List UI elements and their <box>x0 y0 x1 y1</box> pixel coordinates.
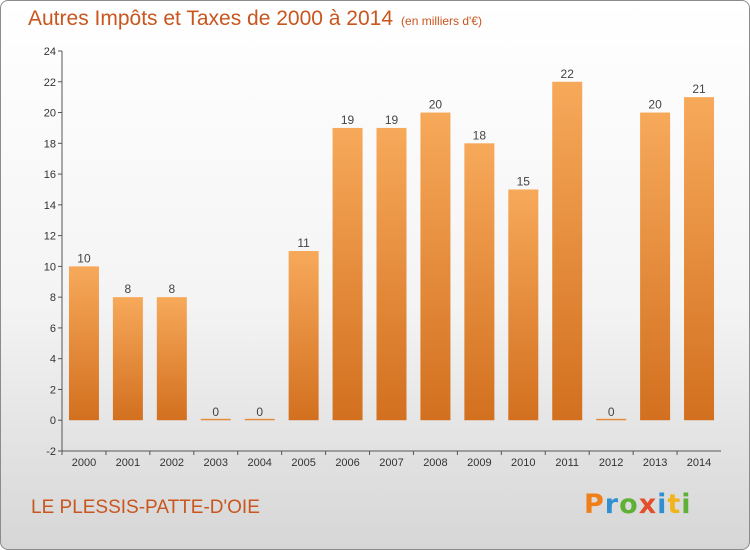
y-tick-label: 24 <box>44 46 56 58</box>
x-tick-label: 2010 <box>511 457 535 469</box>
y-tick-label: 14 <box>44 200 56 212</box>
bar <box>332 127 363 421</box>
x-tick-label: 2007 <box>379 457 403 469</box>
x-tick-label: 2012 <box>599 457 623 469</box>
y-tick-label: 0 <box>50 415 56 427</box>
y-tick-label: 10 <box>44 261 56 273</box>
bar <box>464 143 495 421</box>
x-tick-label: 2008 <box>423 457 447 469</box>
data-label: 20 <box>648 98 662 112</box>
x-tick-label: 2003 <box>204 457 228 469</box>
y-tick-label: 6 <box>50 323 56 335</box>
x-tick-label: 2009 <box>467 457 491 469</box>
chart-title: Autres Impôts et Taxes de 2000 à 2014 (en… <box>28 7 482 31</box>
data-label: 19 <box>385 113 399 127</box>
x-tick-label: 2014 <box>687 457 711 469</box>
chart-subtitle: (en milliers d'€) <box>401 14 483 28</box>
bar <box>640 112 671 421</box>
bar <box>684 97 715 421</box>
data-label: 22 <box>561 67 575 81</box>
proxiti-logo[interactable]: Proxiti <box>584 489 692 520</box>
y-tick-label: 22 <box>44 77 56 89</box>
y-tick-label: 20 <box>44 108 56 120</box>
bar <box>244 418 275 421</box>
logo-letter: o <box>619 489 639 520</box>
data-label: 8 <box>168 282 175 296</box>
y-tick-label: 8 <box>50 292 56 304</box>
data-labels-group: 10 8 8 0 0 11 19 19 20 18 15 22 0 20 21 <box>77 67 706 419</box>
logo-letter: t <box>667 489 682 520</box>
x-tick-label: 2002 <box>160 457 184 469</box>
logo-letter: r <box>604 489 620 520</box>
data-label: 19 <box>341 113 355 127</box>
bar <box>508 189 539 421</box>
bar <box>156 297 187 421</box>
x-tick-label: 2011 <box>555 457 579 469</box>
logo-letter: P <box>584 489 605 520</box>
bar <box>596 418 627 421</box>
bar <box>288 251 319 421</box>
logo-letter: x <box>638 489 658 520</box>
x-tick-label: 2005 <box>291 457 315 469</box>
data-label: 0 <box>212 405 219 419</box>
bar <box>200 418 231 421</box>
y-tick-label: 4 <box>50 354 56 366</box>
y-tick-label: 2 <box>50 384 56 396</box>
bar <box>112 297 143 421</box>
data-label: 0 <box>256 405 263 419</box>
x-tick-label: 2006 <box>335 457 359 469</box>
data-label: 0 <box>608 405 615 419</box>
bars-group <box>68 81 715 421</box>
y-tick-label: 12 <box>44 231 56 243</box>
logo-letter: i <box>657 489 668 520</box>
location-label: LE PLESSIS-PATTE-D'OIE <box>31 497 260 518</box>
data-label: 18 <box>473 128 487 142</box>
data-label: 10 <box>77 251 91 265</box>
data-label: 21 <box>692 82 706 96</box>
bar <box>68 266 99 421</box>
data-label: 15 <box>517 174 531 188</box>
x-tick-label: 2004 <box>247 457 271 469</box>
data-label: 8 <box>125 282 132 296</box>
bar <box>376 127 407 421</box>
bar <box>420 112 451 421</box>
y-tick-label: -2 <box>46 446 56 458</box>
logo-letter: i <box>681 489 692 520</box>
y-tick-label: 16 <box>44 169 56 181</box>
y-tick-label: 18 <box>44 138 56 150</box>
data-label: 11 <box>297 236 310 250</box>
chart-title-text: Autres Impôts et Taxes de 2000 à 2014 <box>28 7 394 30</box>
x-tick-label: 2001 <box>116 457 140 469</box>
data-label: 20 <box>429 98 443 112</box>
bar <box>552 81 583 421</box>
x-tick-label: 2000 <box>72 457 96 469</box>
x-tick-label: 2013 <box>643 457 667 469</box>
